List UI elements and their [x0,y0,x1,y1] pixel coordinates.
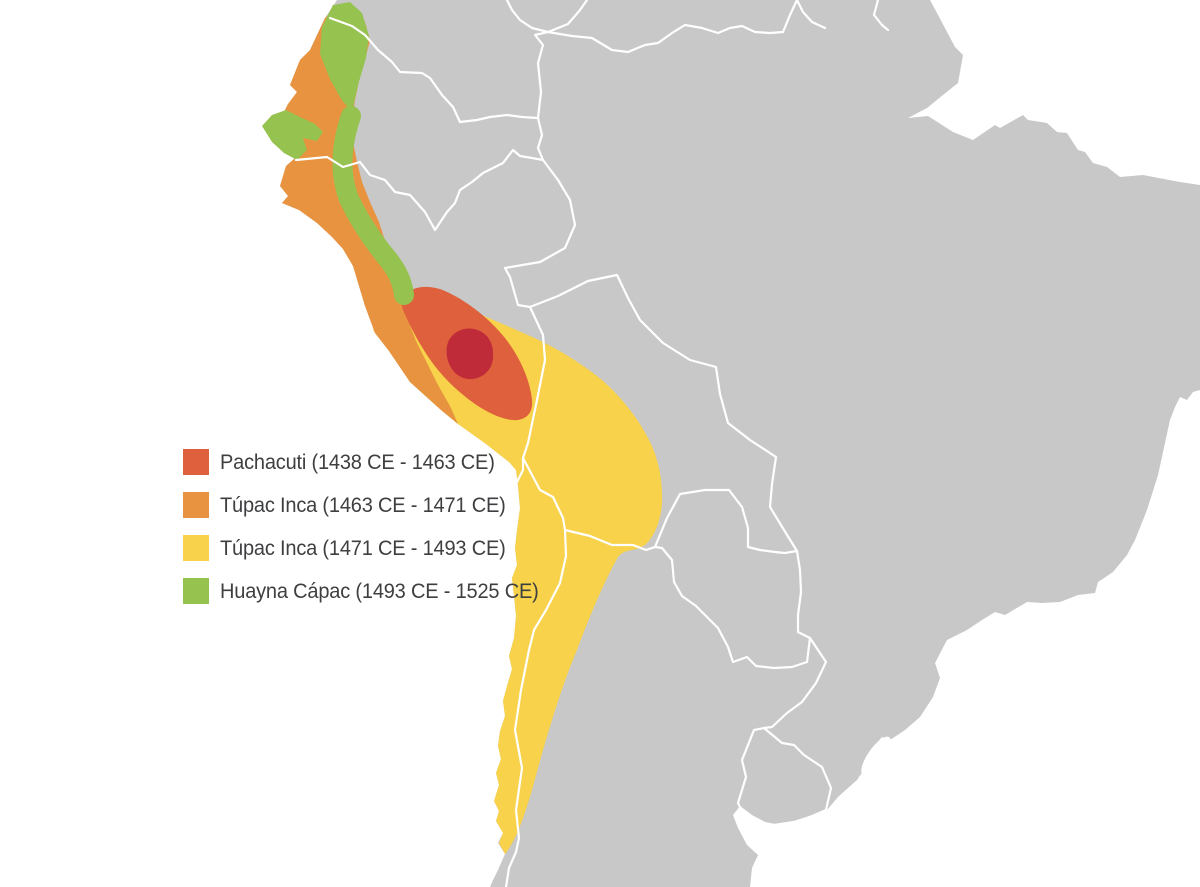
country-borders [294,0,890,887]
huayna-capac-color-swatch [183,578,209,604]
legend-label-tupac-inca-1463-1471: Túpac Inca (1463 CE - 1471 CE) [220,493,506,517]
border-ecuador-peru [294,148,545,232]
region-inca-heartland-core [446,328,494,380]
border-colombia-venezuela [505,0,589,34]
legend-label-huayna-capac: Huayna Cápac (1493 CE - 1525 CE) [220,579,539,603]
border-paraguay-argentina [653,545,809,670]
border-bolivia-brazil [528,273,799,553]
map-legend: Pachacuti (1438 CE - 1463 CE) Túpac Inca… [183,449,563,604]
border-suriname-french-guiana [872,0,890,32]
lagoon-lagoa-mirim [856,770,870,788]
tupac-inca-1471-1493-color-swatch [183,535,209,561]
border-paraguay-bolivia [653,488,799,555]
tupac-inca-1463-1471-color-swatch [183,492,209,518]
border-colombia-brazil [533,30,550,120]
border-venezuela-brazil-guyanas [546,0,799,54]
legend-swatch-tupac-inca-1463-1471 [183,492,209,518]
legend-swatch-huayna-capac [183,578,209,604]
legend-swatch-tupac-inca-1471-1493 [183,535,209,561]
legend-swatch-pachacuti [183,449,209,475]
border-chile-argentina [504,528,568,887]
region-huayna-capac-inland-strip [332,106,414,305]
border-argentina-brazil-misiones [762,636,828,730]
legend-label-tupac-inca-1471-1493: Túpac Inca (1471 CE - 1493 CE) [220,536,506,560]
legend-item-huayna-capac: Huayna Cápac (1493 CE - 1525 CE) [183,578,563,604]
legend-label-pachacuti: Pachacuti (1438 CE - 1463 CE) [220,450,495,474]
region-tupac-inca-1471-1493 [373,296,663,855]
region-tupac-inca-1463-1471 [280,6,458,424]
legend-item-pachacuti: Pachacuti (1438 CE - 1463 CE) [183,449,563,475]
border-uruguay [736,726,833,827]
border-colombia-ecuador [328,16,462,124]
border-guyana-suriname [795,0,827,30]
border-peru-chile [515,456,525,484]
border-peru-brazil [503,158,577,309]
border-bolivia-argentina [563,528,657,552]
border-colombia-peru-putumayo [458,113,545,162]
lagoon-lagoa-dos-patos [861,736,891,776]
landmass-south-america [280,0,1200,887]
legend-item-tupac-inca-1471-1493: Túpac Inca (1471 CE - 1493 CE) [183,535,563,561]
legend-item-tupac-inca-1463-1471: Túpac Inca (1463 CE - 1471 CE) [183,492,563,518]
border-peru-bolivia [521,305,567,532]
pachacuti-color-swatch [183,449,209,475]
region-huayna-capac-gulf-patch [262,110,323,160]
